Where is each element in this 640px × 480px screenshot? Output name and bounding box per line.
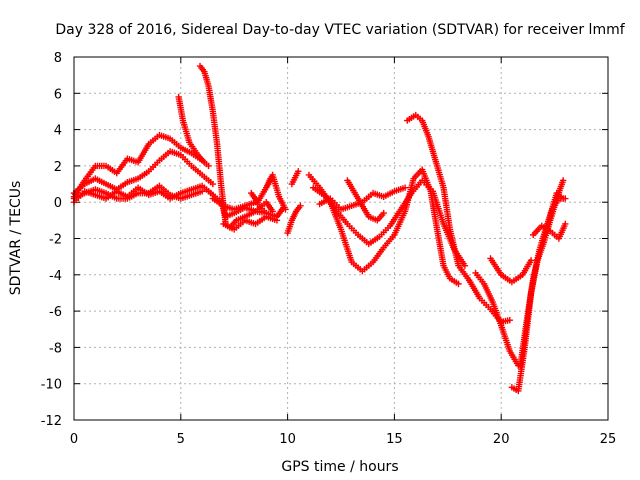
data-point bbox=[506, 316, 513, 324]
y-tick-label: -2 bbox=[49, 233, 62, 248]
data-marks bbox=[70, 62, 569, 395]
y-tick-label: 8 bbox=[54, 51, 62, 66]
series-track-17 bbox=[344, 177, 387, 224]
data-point bbox=[401, 184, 409, 191]
data-point bbox=[198, 188, 206, 195]
data-point bbox=[209, 180, 217, 188]
data-point bbox=[559, 195, 567, 202]
data-point bbox=[527, 257, 535, 264]
y-tick-label: 6 bbox=[54, 87, 62, 102]
x-tick-label: 25 bbox=[600, 432, 617, 447]
data-point bbox=[282, 206, 289, 213]
x-tick-label: 10 bbox=[279, 432, 296, 447]
chart-title: Day 328 of 2016, Sidereal Day-to-day VTE… bbox=[55, 22, 625, 38]
series-track-15 bbox=[310, 177, 469, 269]
series-track-18 bbox=[404, 111, 513, 326]
series-track-13 bbox=[288, 168, 302, 188]
data-point bbox=[455, 280, 462, 288]
data-point bbox=[201, 159, 208, 166]
data-point bbox=[461, 262, 469, 269]
y-tick-label: 4 bbox=[54, 124, 62, 139]
series-track-23 bbox=[530, 220, 569, 242]
axis-ticks: 0 5 10 15 20 25 -12 -10 -8 -6 -4 -2 0 2 4 6 8 bbox=[41, 51, 617, 447]
data-point bbox=[559, 177, 567, 184]
series-track-24 bbox=[540, 189, 567, 240]
y-tick-label: -12 bbox=[41, 414, 62, 429]
y-tick-label: -6 bbox=[49, 305, 62, 320]
plot-frame bbox=[73, 56, 609, 421]
series-track-12 bbox=[284, 202, 304, 237]
series-track-11 bbox=[265, 171, 289, 213]
y-tick-label: -10 bbox=[41, 378, 62, 393]
x-tick-label: 20 bbox=[493, 432, 510, 447]
series-track-19 bbox=[472, 269, 522, 369]
data-point bbox=[295, 168, 302, 175]
y-tick-label: -4 bbox=[49, 269, 62, 284]
y-tick-label: -8 bbox=[49, 341, 62, 356]
series-track-5 bbox=[175, 93, 208, 166]
y-tick-label: 2 bbox=[54, 160, 62, 175]
data-point bbox=[297, 202, 304, 210]
data-point bbox=[273, 217, 281, 224]
x-tick-label: 0 bbox=[70, 432, 78, 447]
x-axis-label: GPS time / hours bbox=[281, 459, 398, 475]
series-track-4 bbox=[70, 182, 206, 202]
x-tick-label: 5 bbox=[177, 432, 185, 447]
data-point bbox=[562, 220, 569, 228]
data-point bbox=[205, 162, 212, 170]
series-track-2 bbox=[70, 148, 217, 197]
series-track-14 bbox=[305, 166, 462, 288]
series-track-16 bbox=[316, 184, 409, 213]
series-track-9 bbox=[220, 213, 281, 233]
data-point bbox=[380, 209, 387, 217]
x-tick-label: 15 bbox=[386, 432, 403, 447]
y-axis-label: SDTVAR / TECUs bbox=[8, 181, 24, 296]
series-track-6 bbox=[196, 62, 270, 231]
y-tick-label: 0 bbox=[54, 196, 62, 211]
series-track-20 bbox=[487, 255, 535, 286]
